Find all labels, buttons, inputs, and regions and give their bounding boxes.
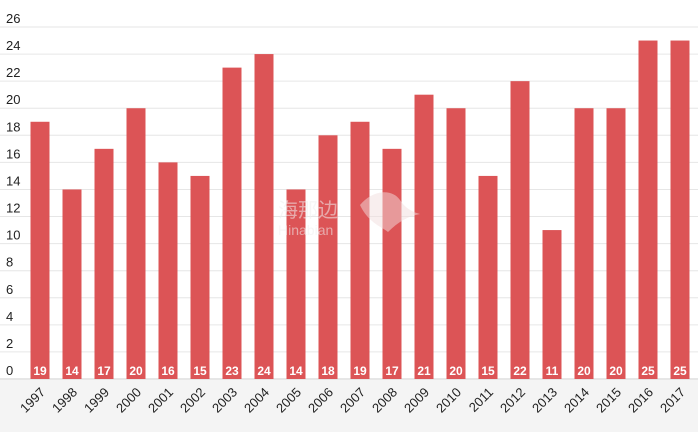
bar-1998 [62,189,82,379]
bar-value-label: 17 [385,364,399,378]
bar-2004 [254,54,274,379]
watermark-brand-latin: Hinabian [278,222,333,238]
y-tick-label: 18 [6,119,20,134]
y-tick-label: 24 [6,38,20,53]
bar-value-label: 17 [97,364,111,378]
bar-2015 [606,108,626,379]
bar-2009 [414,94,434,379]
bar-value-label: 20 [577,364,591,378]
bar-value-label: 20 [129,364,143,378]
bar-2005 [286,189,306,379]
y-tick-label: 14 [6,173,20,188]
bar-value-label: 25 [641,364,655,378]
bar-1997 [30,121,50,380]
bar-value-label: 11 [546,364,559,378]
bar-value-label: 18 [321,364,335,378]
bars [30,40,690,380]
bar-2007 [350,121,370,380]
bar-2012 [510,81,530,380]
bar-value-label: 15 [481,364,495,378]
y-tick-label: 6 [6,282,13,297]
y-tick-label: 22 [6,65,20,80]
bar-value-label: 14 [289,364,303,378]
bar-value-label: 15 [193,364,207,378]
bar-2013 [542,230,562,379]
bar-2014 [574,108,594,379]
y-tick-label: 0 [6,363,13,378]
y-tick-label: 8 [6,255,13,270]
bar-2002 [190,175,210,379]
bar-value-label: 23 [225,364,239,378]
y-tick-label: 10 [6,228,20,243]
bar-2011 [478,175,498,379]
y-tick-label: 12 [6,201,20,216]
y-tick-label: 4 [6,309,13,324]
bar-2016 [638,40,658,380]
bar-value-label: 14 [65,364,79,378]
bar-value-label: 16 [161,364,175,378]
bar-value-label: 21 [417,364,431,378]
bar-2000 [126,108,146,379]
bar-value-label: 22 [513,364,527,378]
bar-value-label: 25 [673,364,687,378]
watermark: 海那边 Hinabian [278,192,420,238]
bar-value-label: 19 [33,364,47,378]
bar-2001 [158,162,178,379]
bar-value-label: 20 [449,364,463,378]
bar-value-labels: 19 14 17 20 16 15 23 24 14 18 19 17 21 20 15 22 11 20 20 25… [33,364,687,378]
bar-2017 [670,40,690,380]
y-tick-label: 16 [6,146,20,161]
bar-value-label: 20 [609,364,623,378]
bar-value-label: 24 [257,364,271,378]
bar-2010 [446,108,466,379]
bar-2008 [382,148,402,379]
y-tick-label: 2 [6,336,13,351]
bar-2006 [318,135,338,379]
y-tick-label: 20 [6,92,20,107]
bar-2003 [222,67,242,379]
x-axis-band [0,380,698,432]
y-tick-label: 26 [6,11,20,26]
watermark-bird-icon [360,192,420,232]
watermark-brand: 海那边 [278,199,338,222]
bar-value-label: 19 [353,364,367,378]
bar-1999 [94,148,114,379]
